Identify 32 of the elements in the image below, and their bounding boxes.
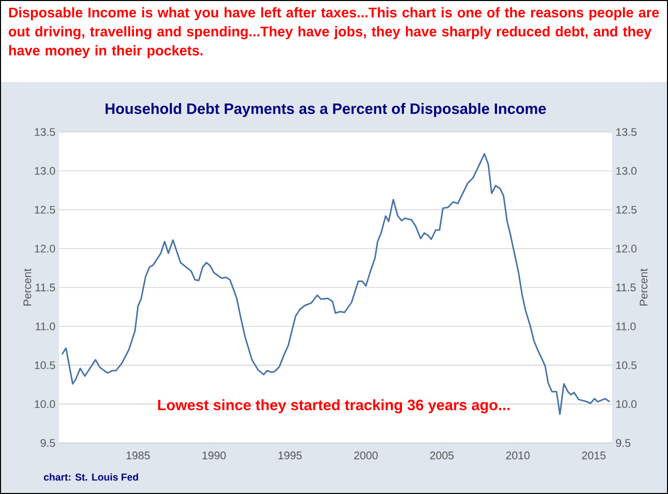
y2-axis-title: Percent: [640, 268, 648, 306]
annotation: Lowest since they started tracking 36 years ago...: [158, 399, 510, 414]
y-tick-label: 10.5: [34, 361, 55, 370]
y2-tick-label: 11.5: [616, 284, 636, 292]
y-tick-label: 12.5: [34, 206, 55, 214]
y-tick-label: 13.0: [34, 166, 56, 175]
x-tick-label: 2005: [430, 452, 454, 460]
x-tick-label: 2000: [354, 452, 378, 460]
line-series: [61, 153, 610, 415]
y-tick-label: 11.5: [36, 284, 56, 292]
y2-tick-label: 10.0: [616, 400, 637, 408]
x-tick-label: 1985: [126, 452, 150, 460]
y2-tick-label: 12.0: [616, 244, 637, 253]
x-tick-label: 1995: [278, 452, 302, 460]
y-tick-label: 9.5: [40, 439, 56, 447]
y2-tick-label: 13.5: [616, 128, 636, 136]
x-tick-label: 2015: [582, 452, 606, 460]
y2-tick-label: 10.5: [616, 361, 636, 370]
y-tick-label: 12.0: [34, 244, 56, 253]
x-tick-label: 1990: [202, 452, 226, 460]
y2-tick-label: 11.0: [616, 322, 636, 330]
y2-tick-label: 12.5: [616, 206, 636, 214]
y-tick-label: 10.0: [34, 400, 56, 408]
text: Disposable Income is what you have left after taxes...This chart is one of the reasons people are out driving, travelling and spending...They have jobs, they have sharply reduced debt, and they have money in their pockets.: [8, 7, 659, 58]
text: chart: St. Louis Fed: [44, 473, 138, 481]
y2-tick-label: 13.0: [616, 166, 637, 175]
y-axis-title: Percent: [24, 268, 32, 306]
y-tick-label: 11.0: [36, 322, 56, 330]
x-tick-label: 2010: [506, 452, 530, 460]
y2-tick-label: 9.5: [616, 439, 630, 447]
y-tick-label: 13.5: [34, 128, 55, 136]
chart-title: Household Debt Payments as a Percent of Disposable Income: [106, 102, 546, 117]
